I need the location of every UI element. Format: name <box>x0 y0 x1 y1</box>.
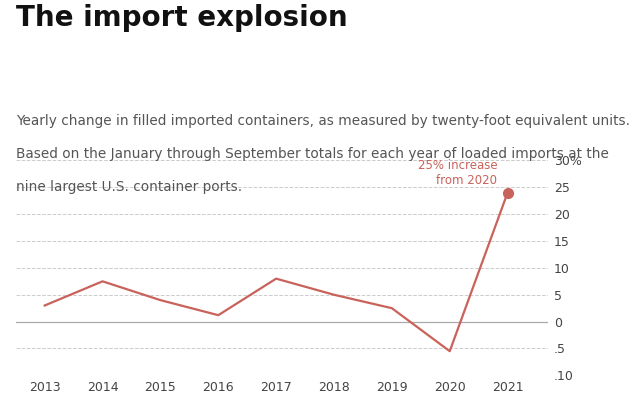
Text: The import explosion: The import explosion <box>16 4 347 32</box>
Text: 25% increase
from 2020: 25% increase from 2020 <box>418 159 497 187</box>
Text: Yearly change in filled imported containers, as measured by twenty-foot equivale: Yearly change in filled imported contain… <box>16 114 630 128</box>
Text: nine largest U.S. container ports.: nine largest U.S. container ports. <box>16 180 242 193</box>
Text: Based on the January through September totals for each year of loaded imports at: Based on the January through September t… <box>16 147 609 161</box>
